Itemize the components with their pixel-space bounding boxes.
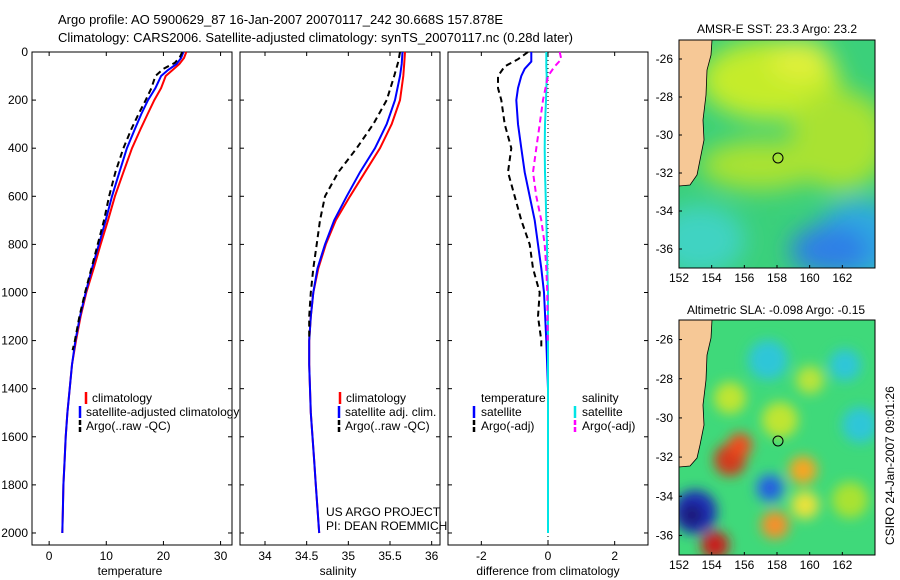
x-tick-label: 2 <box>611 549 618 563</box>
x-tick-label: 35 <box>342 549 356 563</box>
x-tick-label: 0 <box>545 549 552 563</box>
lon-tick-label: 154 <box>702 271 722 285</box>
depth-tick-label: 1000 <box>1 285 28 299</box>
depth-tick-label: 2000 <box>1 526 28 540</box>
salinity-legend: climatology satellite adj. clim. Argo(..… <box>337 391 436 433</box>
lon-tick-label: 158 <box>767 271 787 285</box>
figure-title: Argo profile: AO 5900629_87 16-Jan-2007 … <box>58 12 503 27</box>
series-line-temperature-argo-adj <box>497 51 543 351</box>
depth-tick-label: 1600 <box>1 430 28 444</box>
lon-tick-label: 162 <box>832 558 852 572</box>
lon-tick-label: 158 <box>767 558 787 572</box>
series-line-argo-raw-qc <box>71 51 184 351</box>
lat-tick-label: -32 <box>656 450 674 464</box>
depth-tick-label: 800 <box>8 237 28 251</box>
lat-tick-label: -36 <box>656 242 674 256</box>
argo-float-marker <box>772 435 784 447</box>
principal-investigator: PI: DEAN ROEMMICH <box>326 519 447 533</box>
legend-label: satellite <box>481 405 522 419</box>
lon-tick-label: 156 <box>734 271 754 285</box>
x-tick-label: 10 <box>100 549 114 563</box>
lon-tick-label: 160 <box>800 271 820 285</box>
x-tick-label: 0 <box>46 549 53 563</box>
series-line-salinity-argo-adj <box>531 51 563 341</box>
lat-tick-label: -28 <box>656 90 674 104</box>
sst-map <box>679 40 875 268</box>
depth-tick-label: 1200 <box>1 334 28 348</box>
depth-tick-label: 1800 <box>1 478 28 492</box>
legend-label: Argo(-adj) <box>582 419 635 433</box>
series-line-argo-raw-qc <box>308 51 401 341</box>
depth-tick-label: 200 <box>8 93 28 107</box>
argo-float-marker <box>772 152 784 164</box>
x-tick-label: 34 <box>258 549 272 563</box>
difference-axis-label: difference from climatology <box>476 564 619 578</box>
salinity-plot: 34 34.5 35 35.5 36 <box>258 51 439 563</box>
legend-group-title-temperature: temperature <box>481 391 546 405</box>
lon-tick-label: 160 <box>800 558 820 572</box>
lon-tick-label: 162 <box>832 271 852 285</box>
x-tick-label: -2 <box>476 549 487 563</box>
x-tick-label: 30 <box>214 549 228 563</box>
salinity-plot-frame <box>239 51 441 546</box>
legend-label: climatology <box>92 391 152 405</box>
x-tick-label: 20 <box>157 549 171 563</box>
legend-label: Argo(..raw -QC) <box>86 419 171 433</box>
salinity-axis-label: salinity <box>320 564 357 578</box>
temperature-axis-label: temperature <box>98 564 163 578</box>
lat-tick-label: -34 <box>656 489 674 503</box>
temperature-legend: climatology satellite-adjusted climatolo… <box>78 391 239 433</box>
figure-credit: CSIRO 24-Jan-2007 09:01:26 <box>883 386 897 545</box>
figure-subtitle: Climatology: CARS2006. Satellite-adjuste… <box>58 30 573 45</box>
x-tick-label: 35.5 <box>378 549 402 563</box>
legend-label: satellite adj. clim. <box>345 405 436 419</box>
lon-tick-label: 152 <box>669 271 689 285</box>
lat-tick-label: -26 <box>656 333 674 347</box>
legend-label: Argo(-adj) <box>481 419 534 433</box>
depth-tick-label: 600 <box>8 189 28 203</box>
difference-legend: temperature satellite Argo(-adj) salinit… <box>472 391 635 433</box>
x-tick-label: 34.5 <box>295 549 319 563</box>
series-line-satellite-adj-clim <box>308 51 404 534</box>
lat-tick-label: -32 <box>656 166 674 180</box>
legend-label: satellite-adjusted climatology <box>86 405 239 419</box>
lat-tick-label: -28 <box>656 372 674 386</box>
legend-label: climatology <box>346 391 406 405</box>
series-line-satellite-adjusted-climatology <box>61 51 185 534</box>
depth-tick-label: 1400 <box>1 382 28 396</box>
legend-label: Argo(..raw -QC) <box>345 419 430 433</box>
legend-group-title-salinity: salinity <box>582 391 619 405</box>
x-tick-label: 36 <box>425 549 439 563</box>
lat-tick-label: -30 <box>656 128 674 142</box>
depth-tick-label: 0 <box>21 45 28 59</box>
lat-tick-label: -30 <box>656 411 674 425</box>
series-line-temperature-satellite <box>515 52 549 533</box>
sla-map <box>679 320 875 555</box>
legend-label: satellite <box>582 405 623 419</box>
lat-tick-label: -36 <box>656 528 674 542</box>
lon-tick-label: 154 <box>702 558 722 572</box>
difference-plot: -2 0 2 <box>476 51 618 563</box>
lon-tick-label: 156 <box>734 558 754 572</box>
lat-tick-label: -34 <box>656 204 674 218</box>
sla-map-title: Altimetric SLA: -0.098 Argo: -0.15 <box>687 303 865 317</box>
project-name: US ARGO PROJECT <box>326 505 441 519</box>
depth-axis: 0 200 400 600 800 1000 1200 1400 1600 1800 2000 <box>1 45 648 540</box>
lon-tick-label: 152 <box>669 558 689 572</box>
lat-tick-label: -26 <box>656 52 674 66</box>
temperature-plot: 0 10 20 30 <box>46 51 228 563</box>
sst-map-title: AMSR-E SST: 23.3 Argo: 23.2 <box>697 22 857 36</box>
map-axes: 152 154 156 158 160 162 -26 -28 -30 -32 -34 -36 152 1… <box>656 52 853 572</box>
depth-tick-label: 400 <box>8 141 28 155</box>
